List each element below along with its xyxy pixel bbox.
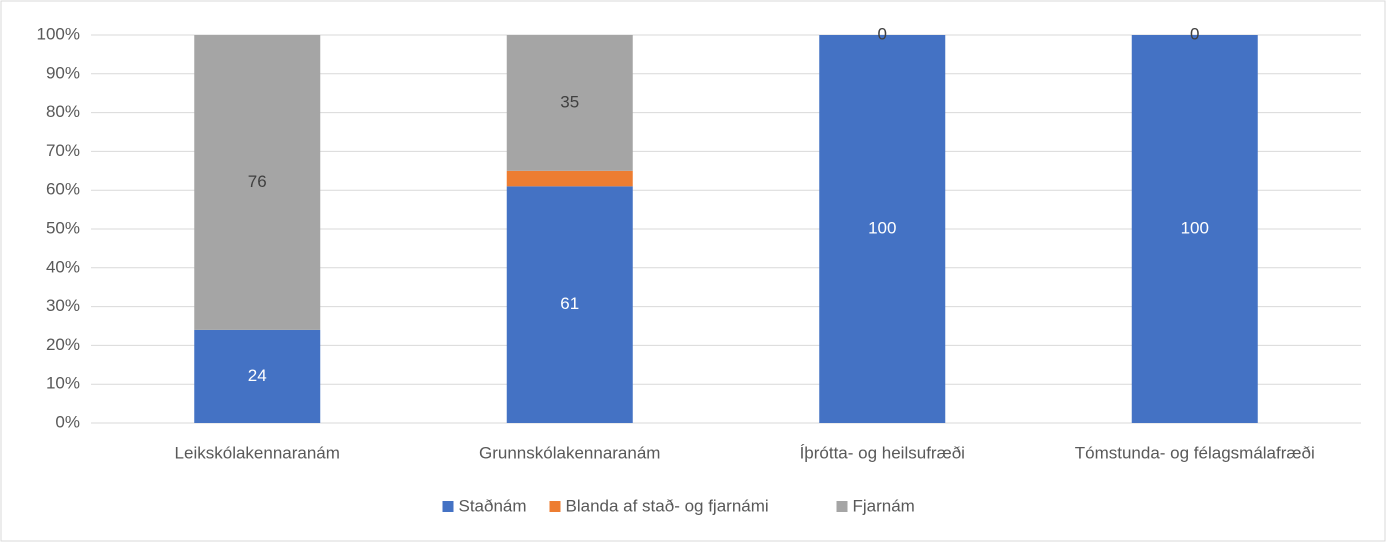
- x-tick-label: Tómstunda- og félagsmálafræði: [1075, 443, 1315, 462]
- bar-segment: [1131, 35, 1258, 423]
- data-label: 35: [560, 92, 579, 111]
- legend-label: Blanda af stað- og fjarnámi: [566, 496, 769, 515]
- legend-label: Staðnám: [459, 496, 527, 515]
- y-tick-label: 60%: [46, 180, 80, 199]
- bar-segment: [819, 35, 946, 423]
- data-label: 76: [248, 172, 267, 191]
- data-label: 24: [248, 366, 267, 385]
- bar-segment: [194, 329, 321, 423]
- bar-segment: [194, 35, 321, 330]
- y-tick-label: 70%: [46, 141, 80, 160]
- y-tick-label: 100%: [37, 24, 80, 43]
- data-label: 100: [1181, 218, 1209, 237]
- x-tick-label: Grunnskólakennaranám: [479, 443, 660, 462]
- legend-swatch: [442, 501, 454, 512]
- y-tick-label: 40%: [46, 257, 80, 276]
- y-tick-label: 50%: [46, 218, 80, 237]
- legend-label: Fjarnám: [853, 496, 915, 515]
- legend-swatch: [836, 501, 848, 512]
- y-tick-label: 10%: [46, 374, 80, 393]
- y-tick-label: 0%: [55, 412, 80, 431]
- data-label: 100: [868, 218, 896, 237]
- y-tick-label: 90%: [46, 63, 80, 82]
- legend-swatch: [549, 501, 561, 512]
- x-tick-label: Leikskólakennaranám: [175, 443, 340, 462]
- data-label: 0: [1190, 24, 1199, 43]
- bar-segment: [506, 35, 633, 171]
- y-tick-label: 30%: [46, 296, 80, 315]
- y-tick-label: 80%: [46, 102, 80, 121]
- y-tick-label: 20%: [46, 335, 80, 354]
- x-tick-label: Íþrótta- og heilsufræði: [800, 443, 965, 462]
- bar-segment: [506, 170, 633, 187]
- data-label: 61: [560, 294, 579, 313]
- data-label: 0: [878, 24, 887, 43]
- bar-segment: [506, 186, 633, 423]
